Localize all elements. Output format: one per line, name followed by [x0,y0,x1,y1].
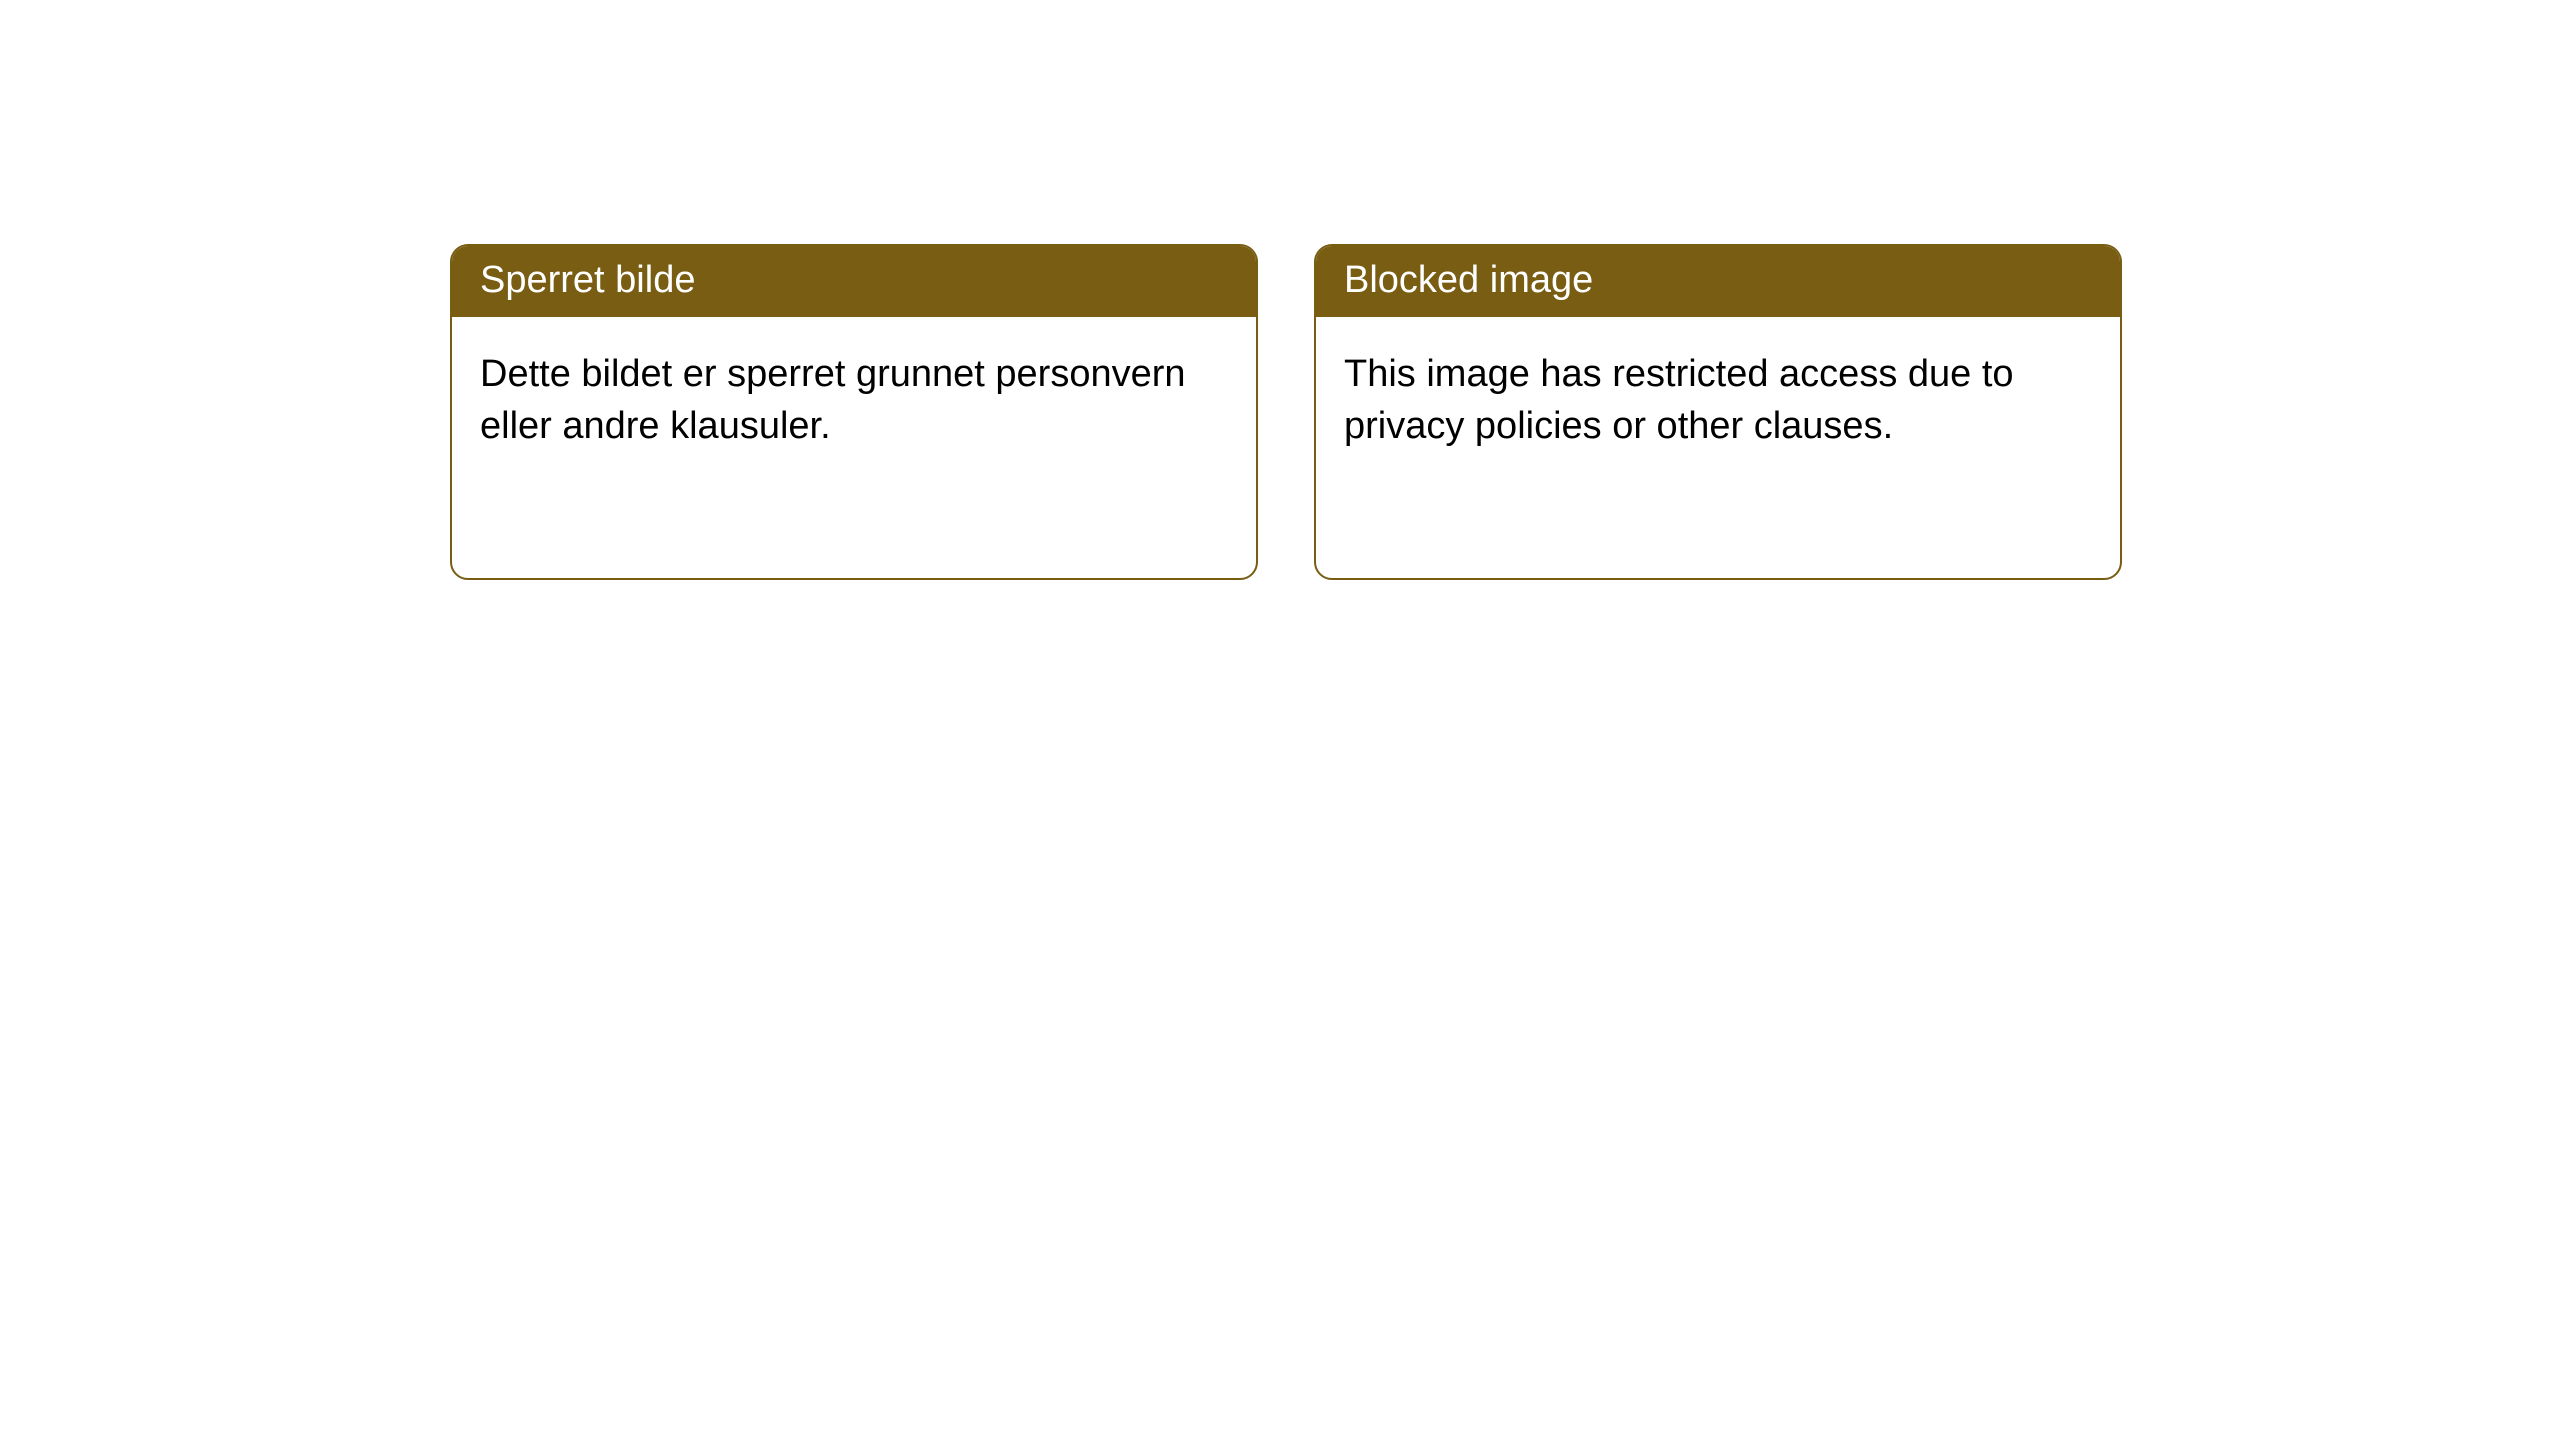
blocked-image-card-en: Blocked image This image has restricted … [1314,244,2122,580]
card-header: Blocked image [1316,246,2120,317]
card-body: This image has restricted access due to … [1316,317,2120,484]
message-cards-container: Sperret bilde Dette bildet er sperret gr… [0,0,2560,580]
card-header: Sperret bilde [452,246,1256,317]
blocked-image-card-no: Sperret bilde Dette bildet er sperret gr… [450,244,1258,580]
card-body: Dette bildet er sperret grunnet personve… [452,317,1256,484]
